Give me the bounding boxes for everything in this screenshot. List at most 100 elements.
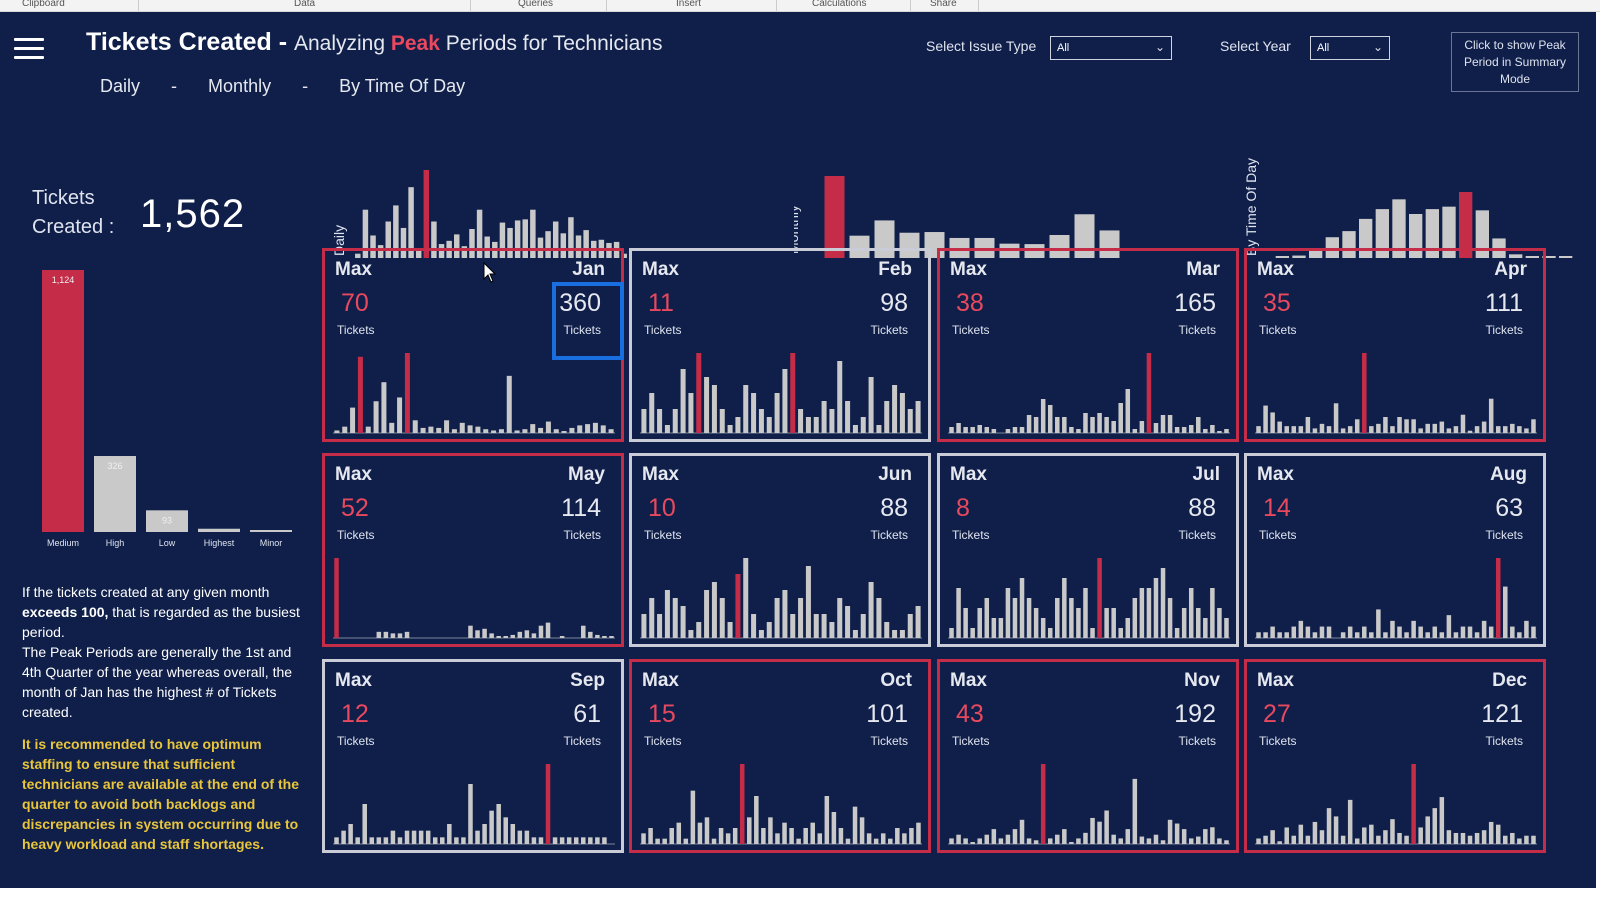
card-day-bar	[696, 622, 702, 638]
ribbon-insert[interactable]: Insert	[676, 0, 702, 9]
card-day-bar	[1125, 618, 1131, 638]
summary-bar	[1049, 234, 1070, 258]
card-day-bar	[704, 817, 710, 844]
month-card-dec[interactable]: Max Dec 27 121 Tickets Tickets	[1244, 659, 1546, 853]
card-day-bar	[1224, 618, 1229, 638]
card-day-bar	[743, 385, 749, 433]
priority-bar-minor[interactable]	[250, 530, 292, 532]
card-day-bar	[1083, 588, 1088, 638]
hamburger-menu-icon[interactable]	[14, 38, 44, 60]
title-peak: Peak	[390, 32, 440, 55]
card-day-bar	[1026, 415, 1032, 433]
card-day-bar	[1277, 632, 1282, 638]
card-day-bar	[688, 630, 694, 638]
month-card-jun[interactable]: Max Jun 10 88 Tickets Tickets	[629, 453, 931, 647]
show-peak-summary-button[interactable]: Click to show Peak Period in Summary Mod…	[1451, 32, 1579, 92]
priority-bar-low[interactable]	[146, 510, 188, 532]
card-day-bar	[1453, 632, 1459, 638]
priority-bar-high[interactable]	[94, 456, 136, 532]
issue-type-select[interactable]: All ⌄	[1050, 36, 1172, 60]
nav-separator: -	[171, 76, 178, 96]
card-day-bar	[892, 630, 898, 638]
card-day-bar	[412, 420, 418, 433]
right-edge-strip	[1596, 12, 1600, 888]
ribbon-data[interactable]: Data	[294, 0, 316, 9]
month-card-apr[interactable]: Max Apr 35 111 Tickets Tickets	[1244, 248, 1546, 442]
card-day-bar	[517, 830, 523, 844]
insight-notes: If the tickets created at any given mont…	[22, 582, 312, 854]
daily-summary-chart[interactable]: Daily	[328, 150, 638, 262]
nav-monthly[interactable]: Monthly	[208, 76, 272, 96]
card-day-bar	[1347, 426, 1353, 433]
card-day-bar	[751, 614, 757, 638]
nav-separator: -	[302, 76, 309, 96]
card-day-bar	[873, 838, 879, 844]
card-day-bar	[436, 427, 442, 433]
card-day-bar	[803, 828, 808, 844]
card-month-label: Jan	[572, 259, 605, 280]
ribbon-share[interactable]: Share	[930, 0, 957, 9]
card-total-value: 98	[880, 289, 908, 317]
month-card-aug[interactable]: Max Aug 14 63 Tickets Tickets	[1244, 453, 1546, 647]
card-day-bar	[411, 830, 417, 844]
card-day-bar	[1083, 832, 1088, 844]
card-day-bar	[1418, 428, 1423, 433]
card-day-bar	[837, 598, 843, 638]
card-max-label: Max	[950, 259, 987, 280]
month-card-jul[interactable]: Max Jul 8 88 Tickets Tickets	[937, 453, 1239, 647]
card-day-bar	[389, 422, 395, 433]
card-day-bar	[1390, 620, 1395, 638]
card-day-bar	[1217, 608, 1222, 638]
priority-bar-highest[interactable]	[198, 528, 240, 532]
summary-bar	[362, 209, 369, 258]
ribbon-calculations[interactable]: Calculations	[812, 0, 867, 9]
priority-bar-medium[interactable]	[42, 270, 84, 532]
month-card-oct[interactable]: Max Oct 15 101 Tickets Tickets	[629, 659, 931, 853]
card-day-bar	[758, 409, 764, 433]
nav-time-of-day[interactable]: By Time Of Day	[339, 76, 466, 96]
card-day-bar	[1217, 431, 1222, 433]
month-card-sep[interactable]: Max Sep 12 61 Tickets Tickets	[322, 659, 624, 853]
priority-category-label: Medium	[47, 538, 79, 548]
time-of-day-summary-chart[interactable]: By Time Of Day	[1242, 138, 1582, 262]
card-day-bar	[553, 429, 559, 433]
card-day-bar	[1146, 838, 1152, 844]
card-day-bar	[1488, 398, 1494, 433]
card-day-bar	[1047, 405, 1053, 433]
card-day-bar	[838, 828, 844, 844]
card-day-bar	[751, 393, 757, 433]
summary-bar	[507, 227, 513, 258]
summary-bar	[575, 235, 582, 258]
nav-daily[interactable]: Daily	[100, 76, 141, 96]
card-day-bar	[1439, 632, 1445, 638]
card-day-bar	[538, 625, 544, 638]
ribbon-queries[interactable]: Queries	[518, 0, 554, 9]
card-day-bar	[761, 828, 766, 844]
month-card-mar[interactable]: Max Mar 38 165 Tickets Tickets	[937, 248, 1239, 442]
card-day-bar	[1224, 429, 1229, 433]
card-day-bar	[600, 425, 606, 433]
month-card-may[interactable]: Max May 52 114 Tickets Tickets	[322, 453, 624, 647]
priority-category-label: High	[106, 538, 125, 548]
card-total-tickets-label: Tickets	[1178, 528, 1216, 542]
card-day-bar	[817, 833, 823, 844]
month-card-feb[interactable]: Max Feb 11 98 Tickets Tickets	[629, 248, 931, 442]
summary-bar	[393, 205, 399, 258]
month-card-nov[interactable]: Max Nov 43 192 Tickets Tickets	[937, 659, 1239, 853]
year-select[interactable]: All ⌄	[1310, 36, 1390, 60]
card-day-bar	[845, 606, 851, 638]
card-day-bar	[1139, 421, 1145, 433]
card-max-label: Max	[950, 464, 987, 485]
ribbon-clipboard[interactable]: Clipboard	[22, 0, 65, 9]
card-day-bar	[1369, 426, 1374, 433]
card-day-bar	[1019, 578, 1025, 638]
card-day-bar	[664, 425, 670, 433]
card-day-bar	[1397, 626, 1402, 638]
card-day-bar	[1503, 586, 1508, 638]
monthly-summary-chart[interactable]: Monthly	[794, 150, 1134, 262]
card-day-bar	[949, 838, 954, 844]
card-day-bar	[1312, 821, 1318, 844]
card-day-bar	[821, 614, 827, 638]
card-day-bar	[503, 636, 508, 638]
card-max-label: Max	[642, 259, 679, 280]
